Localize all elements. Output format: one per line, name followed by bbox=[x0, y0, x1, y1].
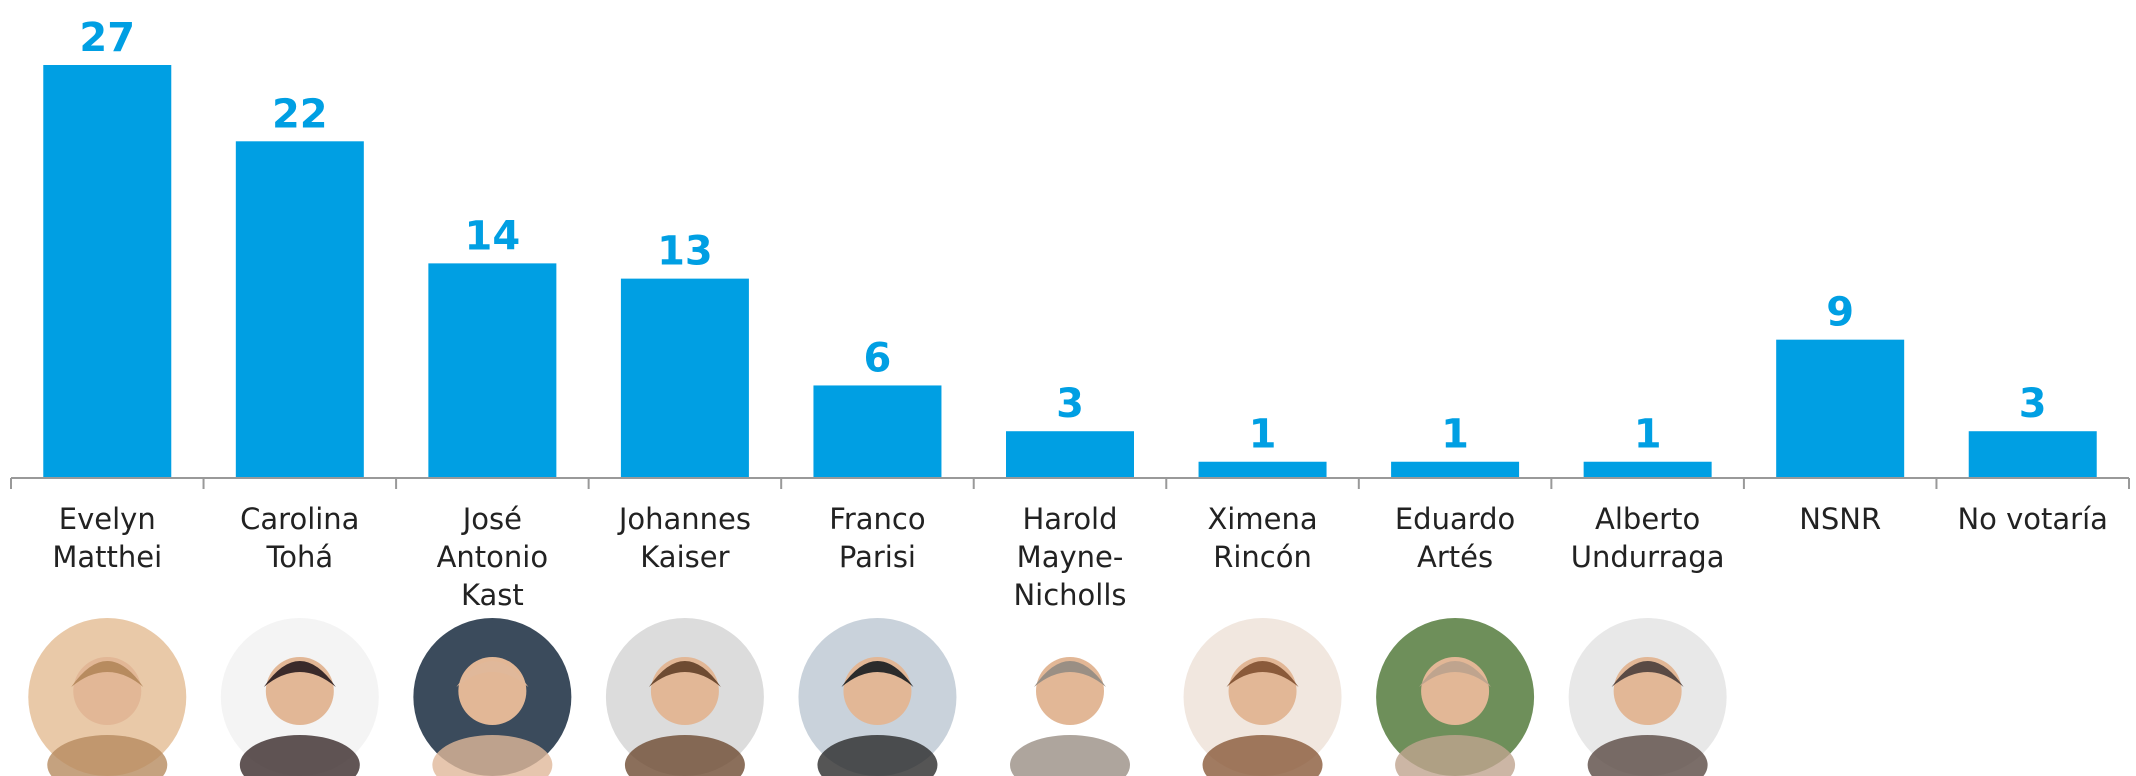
bar bbox=[43, 65, 172, 477]
photo-hair bbox=[71, 661, 144, 687]
x-tick-label: No votaría bbox=[1957, 502, 2108, 536]
photo-body bbox=[1395, 735, 1516, 776]
x-tick-label: Harold Mayne-Nicholls bbox=[1013, 502, 1127, 612]
photo-hair bbox=[456, 661, 529, 687]
photo-hair bbox=[648, 661, 721, 687]
photo-hair bbox=[1226, 661, 1299, 687]
bar bbox=[1198, 461, 1327, 477]
value-label: 6 bbox=[864, 335, 892, 381]
photo-hair bbox=[1419, 661, 1492, 687]
bar bbox=[428, 263, 557, 477]
x-tick-label: José Antonio Kast bbox=[436, 502, 549, 612]
bar bbox=[1776, 339, 1905, 477]
value-label: 1 bbox=[1441, 412, 1469, 458]
photo-body bbox=[1010, 735, 1130, 776]
bar bbox=[1391, 461, 1520, 477]
photo-body bbox=[47, 735, 168, 776]
photo-body bbox=[624, 735, 745, 776]
bar bbox=[235, 141, 364, 477]
bar bbox=[1968, 431, 2097, 477]
x-tick-label: NSNR bbox=[1799, 502, 1882, 536]
x-tick-label: Alberto Undurraga bbox=[1570, 502, 1725, 574]
photo-hair bbox=[841, 661, 914, 687]
value-label: 13 bbox=[657, 229, 713, 275]
photo-body bbox=[817, 735, 938, 776]
value-label: 3 bbox=[2019, 381, 2047, 427]
x-tick-label: Carolina Tohá bbox=[240, 502, 360, 574]
x-tick-label: Evelyn Matthei bbox=[52, 502, 163, 574]
value-label: 27 bbox=[79, 15, 135, 61]
photo-hair bbox=[263, 661, 336, 687]
photo-body bbox=[1202, 735, 1323, 776]
value-label: 3 bbox=[1056, 381, 1084, 427]
value-label: 9 bbox=[1826, 290, 1854, 336]
bar bbox=[1583, 461, 1712, 477]
photo-body bbox=[432, 735, 553, 776]
value-label: 1 bbox=[1634, 412, 1662, 458]
photo-hair bbox=[1611, 661, 1684, 687]
photo-body bbox=[239, 735, 360, 776]
bar bbox=[813, 385, 942, 477]
x-tick-label: Franco Parisi bbox=[829, 502, 926, 574]
value-label: 22 bbox=[272, 91, 328, 137]
x-tick-label: Ximena Rincón bbox=[1207, 502, 1318, 574]
photo-body bbox=[1587, 735, 1708, 776]
bar bbox=[1006, 431, 1134, 477]
photo-hair bbox=[1034, 661, 1106, 687]
x-tick-label: Johannes Kaiser bbox=[618, 502, 751, 574]
value-label: 14 bbox=[465, 213, 521, 259]
value-label: 1 bbox=[1249, 412, 1277, 458]
x-tick-label: Eduardo Artés bbox=[1394, 502, 1516, 574]
bar bbox=[620, 278, 749, 477]
